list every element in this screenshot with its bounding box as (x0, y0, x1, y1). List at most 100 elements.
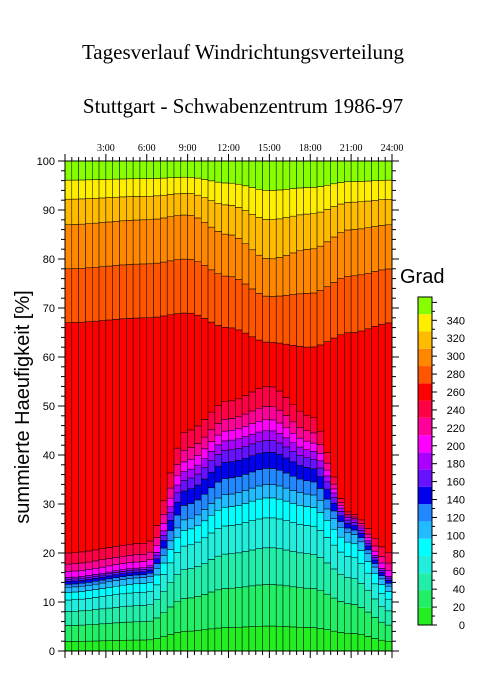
area-band-segment (92, 222, 100, 268)
area-band-segment (235, 505, 243, 525)
area-band-segment (316, 160, 325, 187)
legend-label: 160 (447, 477, 465, 489)
area-band-segment (235, 183, 243, 208)
area-band-segment (180, 160, 188, 178)
area-band-segment (201, 537, 209, 564)
area-band-segment (173, 215, 182, 261)
area-band-segment (119, 576, 127, 580)
legend-swatch (418, 590, 432, 608)
area-band-segment (235, 524, 243, 554)
area-band-segment (92, 589, 100, 598)
axes: 3:00 6:00 9:00 12:00 15:00 18:00 21:00 24:00 0 10… (37, 143, 403, 658)
area-band-segment (92, 574, 100, 577)
area-band-segment (126, 196, 134, 221)
area-band-segment (255, 339, 263, 389)
area-band-segment (207, 471, 216, 489)
area-band-segment (207, 226, 216, 271)
area-band-segment (371, 573, 379, 585)
area-band-segment (173, 447, 182, 465)
area-band-segment (146, 582, 154, 592)
area-band-segment (364, 540, 372, 544)
area-band-segment (166, 512, 175, 521)
area-band-segment (105, 221, 113, 267)
area-band-segment (248, 520, 257, 551)
area-band-segment (228, 430, 236, 441)
area-band-segment (126, 544, 134, 556)
area-band-segment (282, 520, 291, 551)
area-band-segment (112, 265, 120, 320)
area-band-segment (310, 468, 318, 483)
area-band-segment (282, 549, 291, 587)
area-band-segment (357, 519, 366, 524)
y-tick-label: 30 (43, 499, 55, 511)
area-band-segment (269, 440, 277, 453)
area-band-segment (241, 457, 250, 475)
area-band-segment (207, 514, 216, 534)
area-band-segment (221, 419, 229, 432)
area-band-segment (282, 457, 291, 474)
area-band-segment (160, 177, 168, 196)
chart-subtitle: Stuttgart - Schwabenzentrum 1986-97 (82, 94, 404, 118)
area-band-segment (384, 624, 393, 642)
area-band-segment (289, 160, 297, 189)
area-band-segment (275, 625, 284, 652)
area-band-segment (126, 568, 134, 571)
area-band-segment (241, 210, 250, 244)
area-band-segment (194, 443, 202, 456)
area-band-segment (85, 598, 93, 611)
area-band-segment (132, 621, 141, 641)
area-band-segment (228, 461, 236, 479)
area-band-segment (384, 562, 393, 571)
area-band-segment (207, 503, 216, 516)
area-band-segment (371, 550, 379, 556)
area-band-segment (269, 419, 277, 432)
area-band-segment (330, 483, 338, 490)
area-band-segment (78, 641, 86, 652)
area-band-segment (275, 189, 284, 220)
area-band-segment (269, 258, 277, 297)
area-band-segment (221, 204, 229, 235)
area-band-segment (255, 189, 263, 218)
area-band-segment (166, 549, 175, 564)
area-band-segment (187, 630, 195, 652)
area-band-segment (269, 406, 277, 421)
area-band-segment (132, 561, 141, 569)
area-band-segment (275, 469, 284, 487)
area-band-segment (282, 626, 291, 652)
area-band-segment (378, 568, 386, 571)
area-band-segment (160, 315, 168, 502)
area-band-segment (126, 318, 134, 545)
area-band-segment (64, 160, 73, 181)
area-band-segment (275, 295, 284, 344)
area-band-segment (235, 428, 243, 440)
area-band-segment (139, 583, 148, 593)
area-band-segment (214, 231, 222, 274)
area-band-segment (378, 621, 386, 641)
area-band-segment (194, 484, 202, 501)
area-band-segment (330, 568, 338, 599)
area-band-segment (364, 200, 372, 229)
area-band-segment (316, 476, 325, 489)
area-band-segment (71, 198, 79, 225)
area-band-segment (255, 407, 263, 422)
area-band-segment (173, 193, 182, 216)
area-band-segment (303, 493, 311, 507)
area-band-segment (98, 222, 107, 267)
area-band-segment (330, 206, 338, 238)
area-band-segment (323, 209, 331, 243)
area-band-segment (173, 527, 182, 538)
area-band-segment (132, 567, 141, 571)
area-band-segment (357, 181, 366, 202)
area-band-segment (378, 578, 386, 585)
area-band-segment (384, 576, 393, 579)
area-band-segment (350, 633, 359, 652)
area-band-segment (371, 160, 379, 181)
area-band-segment (98, 588, 107, 597)
area-band-segment (71, 160, 79, 181)
area-band-segment (71, 563, 79, 572)
area-band-segment (378, 556, 386, 564)
area-band-segment (173, 632, 182, 652)
area-band-segment (214, 465, 222, 483)
area-band-segment (357, 583, 366, 608)
area-band-segment (378, 562, 386, 569)
